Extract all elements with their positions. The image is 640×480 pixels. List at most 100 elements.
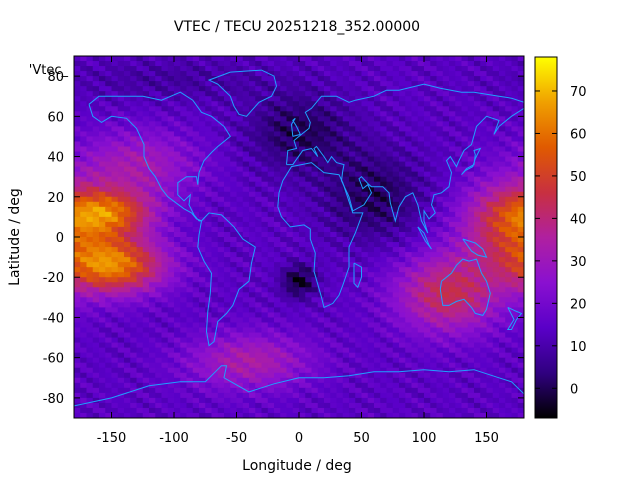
heatmap-cell bbox=[111, 221, 119, 228]
heatmap-cell bbox=[367, 141, 375, 148]
heatmap-cell bbox=[517, 61, 524, 67]
heatmap-cell bbox=[324, 257, 331, 263]
heatmap-cell bbox=[199, 56, 206, 62]
heatmap-cell bbox=[149, 71, 156, 77]
heatmap-cell bbox=[217, 257, 225, 263]
heatmap-cell bbox=[274, 272, 281, 278]
heatmap-cell bbox=[111, 151, 119, 158]
heatmap-cell bbox=[224, 226, 231, 233]
heatmap-cell bbox=[299, 166, 306, 173]
heatmap-cell bbox=[149, 347, 156, 354]
heatmap-cell bbox=[492, 362, 500, 369]
heatmap-cell bbox=[80, 161, 88, 168]
heatmap-cell bbox=[105, 61, 113, 67]
heatmap-cell bbox=[155, 382, 163, 389]
heatmap-cell bbox=[480, 181, 488, 188]
heatmap-cell bbox=[386, 357, 394, 364]
heatmap-cell bbox=[92, 352, 100, 359]
heatmap-cell bbox=[405, 372, 413, 379]
heatmap-cell bbox=[330, 61, 338, 67]
heatmap-cell bbox=[499, 91, 506, 97]
heatmap-cell bbox=[374, 196, 381, 203]
heatmap-cell bbox=[467, 332, 475, 339]
heatmap-cell bbox=[211, 66, 219, 72]
heatmap-cell bbox=[511, 66, 519, 72]
heatmap-cell bbox=[355, 322, 363, 329]
heatmap-cell bbox=[149, 106, 156, 112]
heatmap-cell bbox=[474, 352, 481, 359]
heatmap-cell bbox=[211, 206, 219, 213]
heatmap-cell bbox=[411, 347, 419, 354]
heatmap-cell bbox=[392, 267, 400, 273]
heatmap-cell bbox=[361, 131, 369, 138]
heatmap-cell bbox=[230, 387, 238, 394]
heatmap-cell bbox=[205, 307, 213, 314]
heatmap-cell bbox=[380, 302, 388, 308]
heatmap-cell bbox=[105, 101, 113, 107]
heatmap-cell bbox=[424, 66, 431, 72]
heatmap-cell bbox=[186, 206, 194, 213]
heatmap-cell bbox=[380, 247, 388, 253]
heatmap-cell bbox=[161, 76, 169, 82]
heatmap-cell bbox=[499, 257, 506, 263]
heatmap-cell bbox=[374, 392, 381, 399]
heatmap-cell bbox=[330, 242, 338, 248]
heatmap-cell bbox=[467, 196, 475, 203]
heatmap-cell bbox=[486, 206, 494, 213]
heatmap-cell bbox=[317, 176, 325, 183]
heatmap-cell bbox=[342, 91, 350, 97]
heatmap-cell bbox=[511, 151, 519, 158]
heatmap-cell bbox=[292, 267, 300, 273]
heatmap-cell bbox=[511, 347, 519, 354]
heatmap-cell bbox=[411, 216, 419, 223]
heatmap-cell bbox=[499, 317, 506, 324]
heatmap-cell bbox=[224, 86, 231, 92]
heatmap-cell bbox=[355, 181, 363, 188]
heatmap-cell bbox=[99, 392, 106, 399]
heatmap-cell bbox=[467, 61, 475, 67]
heatmap-cell bbox=[186, 116, 194, 122]
heatmap-cell bbox=[286, 211, 294, 218]
heatmap-cell bbox=[149, 206, 156, 213]
heatmap-cell bbox=[442, 231, 450, 238]
heatmap-cell bbox=[155, 61, 163, 67]
heatmap-cell bbox=[411, 267, 419, 273]
heatmap-cell bbox=[261, 66, 269, 72]
heatmap-cell bbox=[442, 141, 450, 148]
heatmap-cell bbox=[480, 106, 488, 112]
heatmap-cell bbox=[392, 196, 400, 203]
heatmap-cell bbox=[442, 156, 450, 163]
heatmap-cell bbox=[217, 342, 225, 349]
heatmap-cell bbox=[392, 387, 400, 394]
heatmap-cell bbox=[374, 347, 381, 354]
heatmap-cell bbox=[149, 176, 156, 183]
heatmap-cell bbox=[149, 367, 156, 374]
heatmap-cell bbox=[155, 101, 163, 107]
heatmap-cell bbox=[499, 262, 506, 268]
heatmap-cell bbox=[349, 56, 356, 62]
heatmap-cell bbox=[342, 56, 350, 62]
heatmap-cell bbox=[367, 96, 375, 102]
heatmap-cell bbox=[105, 191, 113, 198]
heatmap-cell bbox=[267, 151, 275, 158]
heatmap-cell bbox=[242, 347, 250, 354]
heatmap-cell bbox=[86, 272, 94, 278]
heatmap-cell bbox=[117, 327, 125, 334]
heatmap-cell bbox=[74, 292, 81, 298]
heatmap-cell bbox=[236, 56, 244, 62]
heatmap-cell bbox=[117, 66, 125, 72]
heatmap-cell bbox=[480, 156, 488, 163]
heatmap-cell bbox=[174, 176, 181, 183]
heatmap-cell bbox=[199, 287, 206, 293]
heatmap-cell bbox=[480, 186, 488, 193]
heatmap-cell bbox=[267, 312, 275, 319]
heatmap-cell bbox=[436, 66, 444, 72]
heatmap-cell bbox=[417, 156, 425, 163]
heatmap-cell bbox=[149, 307, 156, 314]
heatmap-cell bbox=[292, 91, 300, 97]
heatmap-cell bbox=[380, 367, 388, 374]
heatmap-cell bbox=[74, 322, 81, 329]
heatmap-cell bbox=[186, 146, 194, 153]
heatmap-cell bbox=[149, 247, 156, 253]
heatmap-cell bbox=[242, 76, 250, 82]
